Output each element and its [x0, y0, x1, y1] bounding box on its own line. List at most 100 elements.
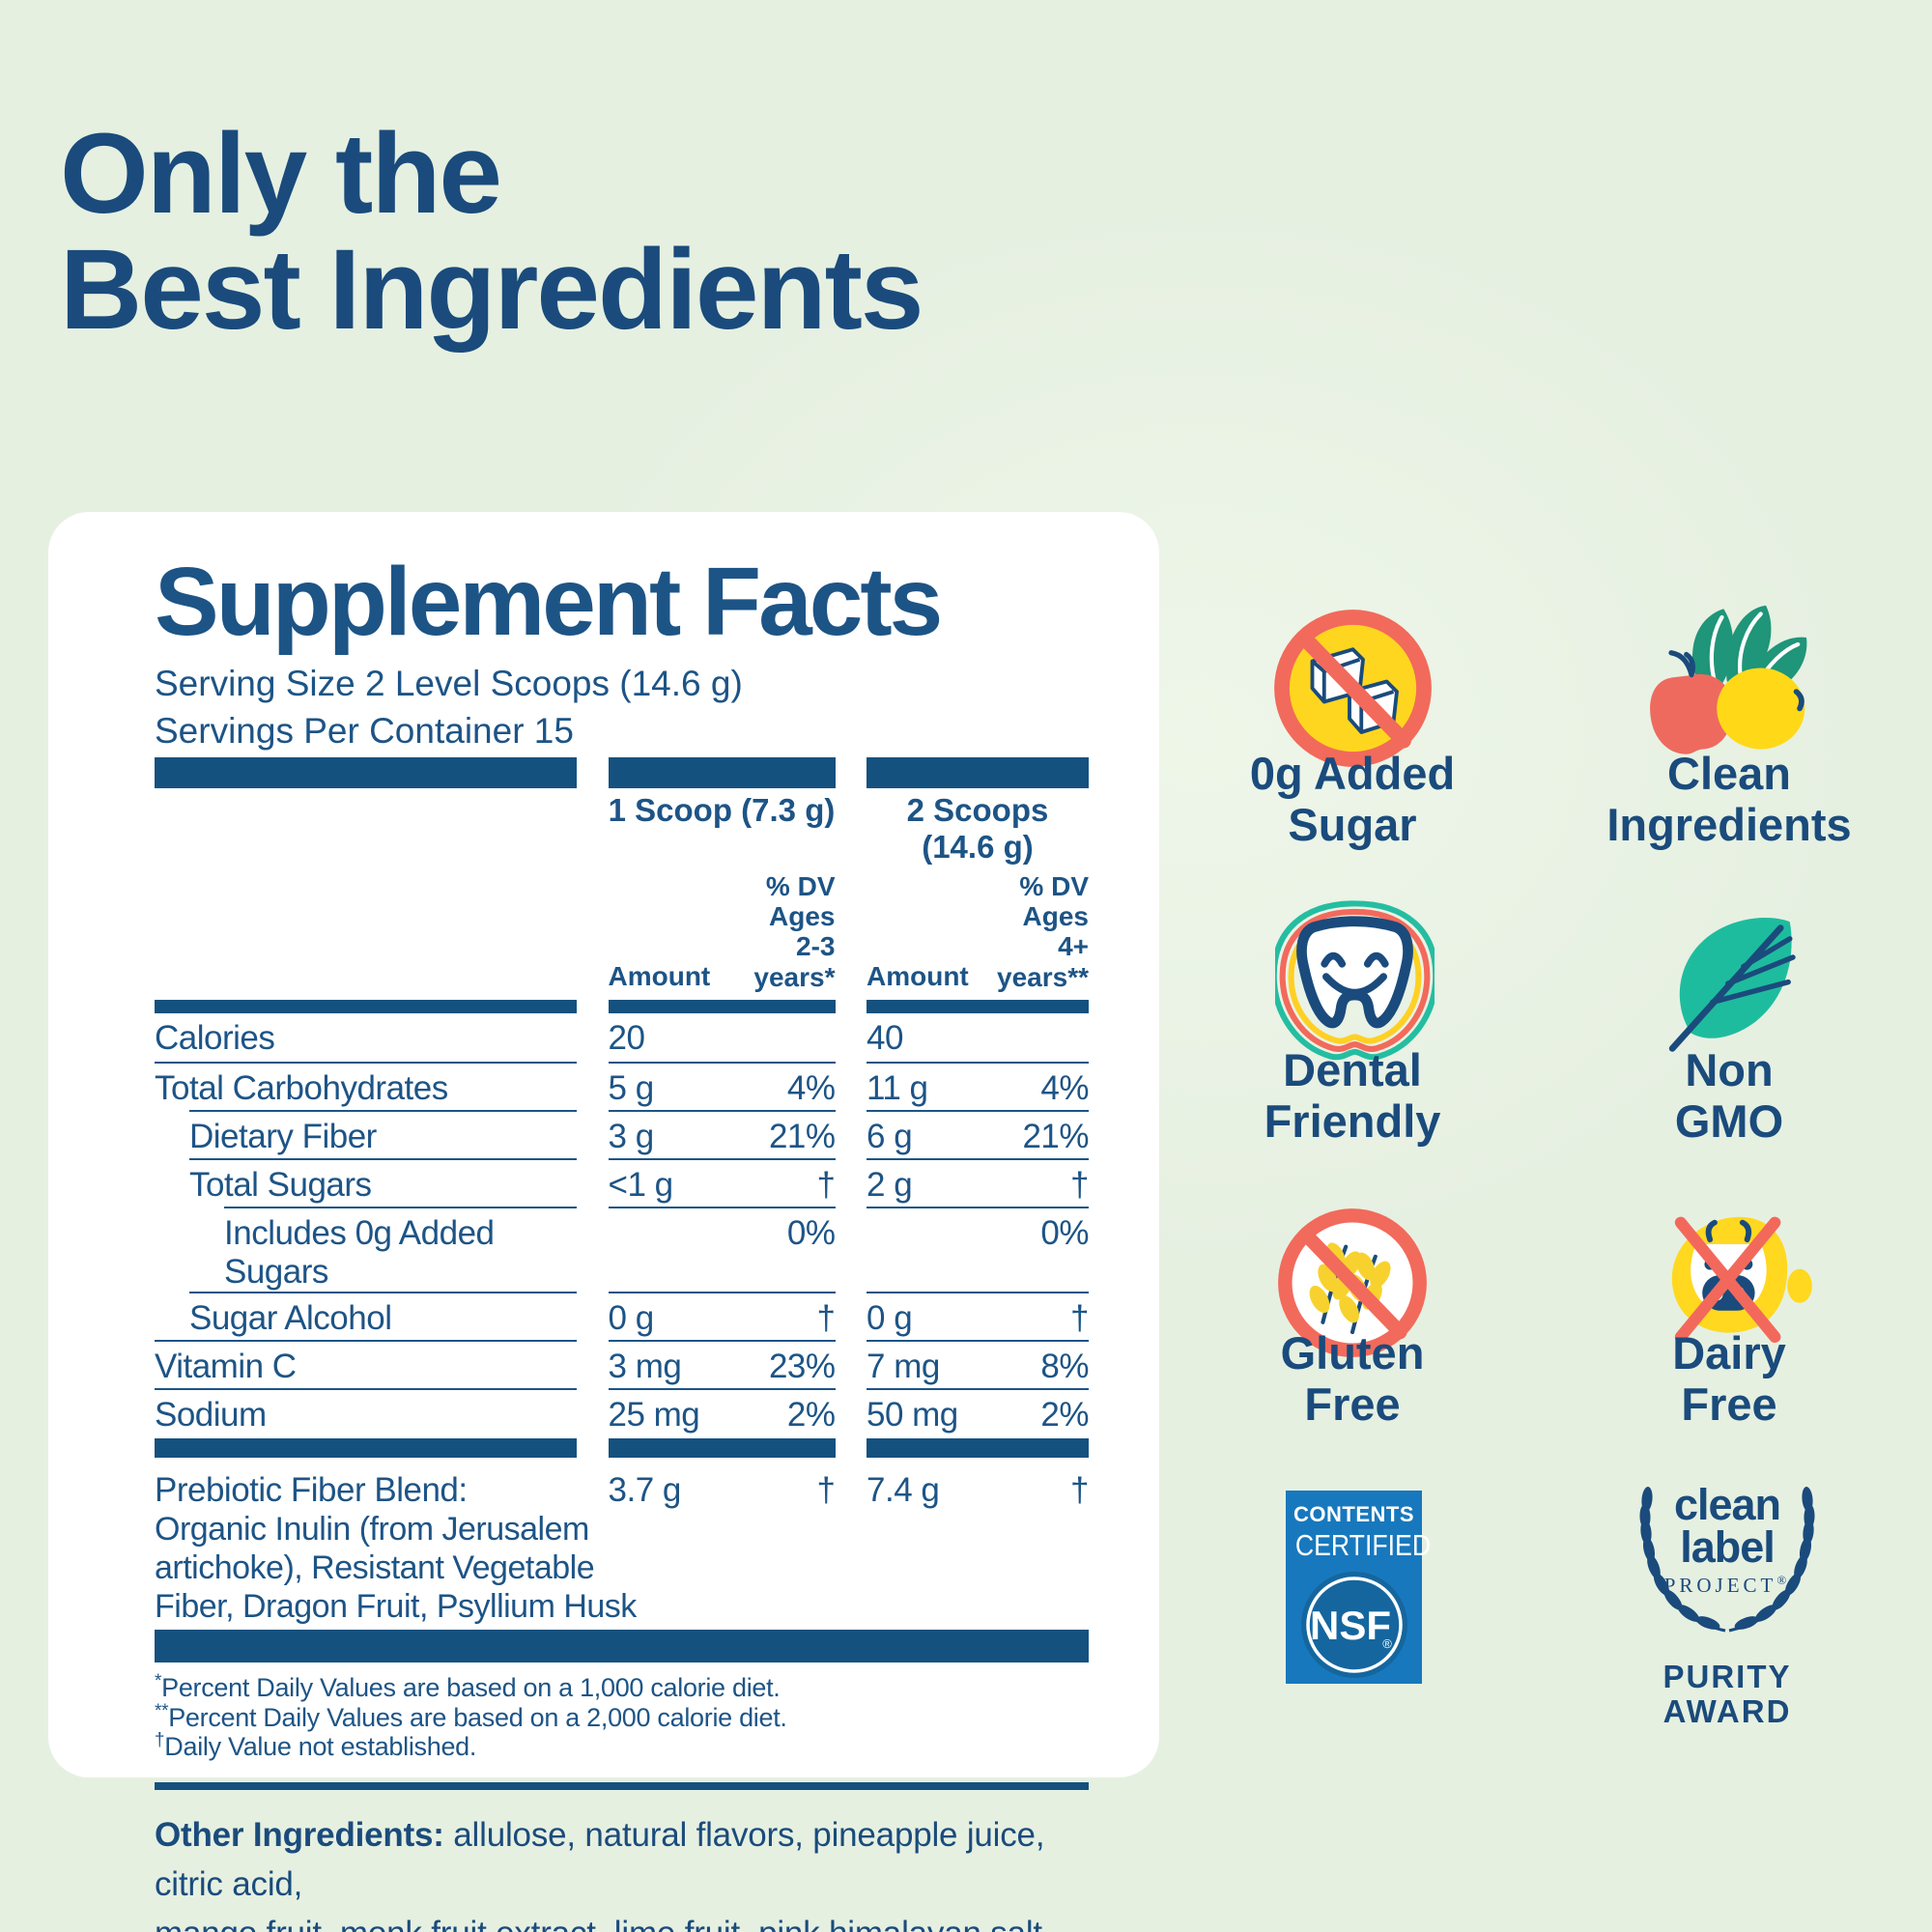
dental-friendly-icon: [1275, 898, 1435, 1069]
nsf-logo-icon: NSF ®: [1300, 1572, 1407, 1678]
nutrient-row-sugar-alcohol: Sugar Alcohol 0 g † 0 g †: [155, 1292, 1089, 1340]
badge-no-added-sugar: 0g Added Sugar: [1249, 748, 1456, 850]
row-amount-2: 11 g: [867, 1069, 928, 1108]
footnote-3: †Daily Value not established.: [155, 1730, 477, 1762]
nsf-contents-text: CONTENTS: [1293, 1502, 1414, 1526]
footnote-2: **Percent Daily Values are based on a 2,…: [155, 1700, 787, 1732]
row-amount-2: 2 g: [867, 1166, 913, 1205]
row-name: Includes 0g Added Sugars: [224, 1207, 577, 1292]
blend-dv-1: †: [816, 1471, 836, 1510]
nutrient-row-calories: Calories 20 40: [155, 1013, 1089, 1062]
row-dv-2: 0%: [1040, 1214, 1089, 1253]
row-name: Total Sugars: [189, 1158, 577, 1207]
other-ingredients-label: Other Ingredients:: [155, 1816, 444, 1855]
row-amount-2: 6 g: [867, 1118, 913, 1156]
badge-dairy-free: Dairy Free: [1672, 1327, 1786, 1430]
other-ingredients-divider: [155, 1782, 1089, 1791]
row-amount-2: 0 g: [867, 1299, 913, 1338]
clean-label-text: clean label PROJECT®: [1663, 1480, 1791, 1598]
badge-gluten-free: Gluten Free: [1280, 1327, 1425, 1430]
row-dv-1: 23%: [768, 1348, 836, 1386]
column-header-row: Amount % DV Ages 2-3 years* Amount % DV …: [155, 870, 1090, 992]
nutrient-row-vitamin-c: Vitamin C 3 mg 23% 7 mg 8%: [155, 1340, 1089, 1388]
dv-header-1-line2: 2-3 years*: [753, 931, 836, 992]
row-dv-2: 4%: [1040, 1069, 1089, 1108]
row-dv-2: 2%: [1040, 1396, 1089, 1435]
blend-name: Prebiotic Fiber Blend:: [155, 1471, 468, 1510]
row-amount-2: 50 mg: [867, 1396, 958, 1435]
nutrient-row-total-sugars: Total Sugars <1 g † 2 g †: [155, 1158, 1089, 1207]
row-dv-1: †: [816, 1299, 836, 1338]
row-name: Dietary Fiber: [189, 1110, 577, 1158]
row-dv-1: 4%: [786, 1069, 836, 1108]
row-dv-2: 8%: [1040, 1348, 1089, 1386]
supplement-facts-title: Supplement Facts: [155, 548, 943, 656]
dairy-free-icon: [1647, 1206, 1813, 1365]
nutrient-row-added-sugars: Includes 0g Added Sugars 0% 0%: [155, 1207, 1089, 1292]
non-gmo-icon: [1654, 903, 1808, 1063]
row-dv-1: 2%: [786, 1396, 836, 1435]
blend-row: Prebiotic Fiber Blend: 3.7 g † 7.4 g †: [155, 1463, 1089, 1510]
dv-header-2-line2: 4+ years**: [997, 931, 1089, 992]
scoop-header-row: 1 Scoop (7.3 g) 2 Scoops (14.6 g): [155, 792, 1089, 866]
row-amount-1: 20: [608, 1019, 645, 1058]
dv-header-1-line1: % DV Ages: [765, 870, 836, 932]
row-amount-1: 25 mg: [608, 1396, 700, 1435]
blend-amount-2: 7.4 g: [867, 1471, 940, 1510]
amount-header-2: Amount: [867, 961, 969, 992]
row-name: Sodium: [155, 1388, 577, 1436]
footnotes: *Percent Daily Values are based on a 1,0…: [155, 1672, 1089, 1761]
nutrient-row-sodium: Sodium 25 mg 2% 50 mg 2%: [155, 1388, 1089, 1436]
no-added-sugar-icon: [1268, 604, 1437, 778]
badge-clean-ingredients: Clean Ingredients: [1606, 748, 1852, 850]
table-bottom-bar: [155, 1630, 1089, 1663]
row-dv-1: 21%: [768, 1118, 836, 1156]
row-amount-1: 0 g: [608, 1299, 655, 1338]
scoop-label-1: 1 Scoop (7.3 g): [608, 791, 836, 828]
serving-size: Serving Size 2 Level Scoops (14.6 g): [155, 664, 743, 703]
row-amount-2: 7 mg: [867, 1348, 940, 1386]
row-name: Vitamin C: [155, 1340, 577, 1388]
table-thin-bars: [155, 1000, 1089, 1014]
row-name: Calories: [155, 1019, 275, 1058]
table-top-bars: [155, 756, 1089, 788]
servings-per-container: Servings Per Container 15: [155, 710, 574, 751]
footnote-1: *Percent Daily Values are based on a 1,0…: [155, 1671, 781, 1703]
badge-dental-friendly: Dental Friendly: [1264, 1044, 1441, 1147]
page-title: Only the Best Ingredients: [60, 110, 924, 355]
svg-text:NSF: NSF: [1310, 1603, 1391, 1648]
row-amount-1: 3 mg: [608, 1348, 682, 1386]
page-title-line2: Best Ingredients: [60, 226, 924, 355]
svg-text:®: ®: [1382, 1636, 1392, 1651]
scoop-label-2: 2 Scoops (14.6 g): [906, 791, 1049, 865]
blend-description: Organic Inulin (from Jerusalem artichoke…: [155, 1511, 637, 1626]
row-amount-1: <1 g: [608, 1166, 674, 1205]
row-dv-1: 0%: [786, 1214, 836, 1253]
row-dv-2: 21%: [1022, 1118, 1089, 1156]
gluten-free-icon: [1270, 1201, 1435, 1370]
row-amount-2: 40: [867, 1019, 903, 1058]
clean-label-project-badge: clean label PROJECT® PURITY AWARD: [1611, 1476, 1843, 1730]
laurel-wreath-icon: [1639, 1487, 1815, 1633]
row-dv-2: †: [1070, 1299, 1089, 1338]
supplement-facts-card: Supplement Facts Serving Size 2 Level Sc…: [48, 512, 1159, 1932]
nutrient-row-total-carbohydrates: Total Carbohydrates 5 g 4% 11 g 4%: [155, 1062, 1089, 1110]
nsf-certified-text: CERTIFIED: [1294, 1528, 1432, 1562]
row-amount-1: 3 g: [608, 1118, 655, 1156]
nutrient-row-dietary-fiber: Dietary Fiber 3 g 21% 6 g 21%: [155, 1110, 1089, 1158]
row-dv-1: †: [816, 1166, 836, 1205]
nsf-certified-badge: CONTENTS CERTIFIED NSF ®: [1286, 1491, 1432, 1684]
row-name: Total Carbohydrates: [155, 1062, 577, 1110]
blend-amount-1: 3.7 g: [608, 1471, 682, 1510]
page-title-line1: Only the: [60, 110, 502, 238]
badge-non-gmo: Non GMO: [1674, 1044, 1784, 1147]
table-mid-bars: [155, 1438, 1089, 1459]
clean-ingredients-icon: [1634, 597, 1823, 771]
row-dv-2: †: [1070, 1166, 1089, 1205]
blend-dv-2: †: [1070, 1471, 1089, 1510]
dv-header-2-line1: % DV Ages: [1019, 870, 1089, 932]
row-name: Sugar Alcohol: [189, 1292, 577, 1340]
amount-header-1: Amount: [608, 961, 711, 992]
purity-award-text: PURITY AWARD: [1662, 1659, 1792, 1730]
